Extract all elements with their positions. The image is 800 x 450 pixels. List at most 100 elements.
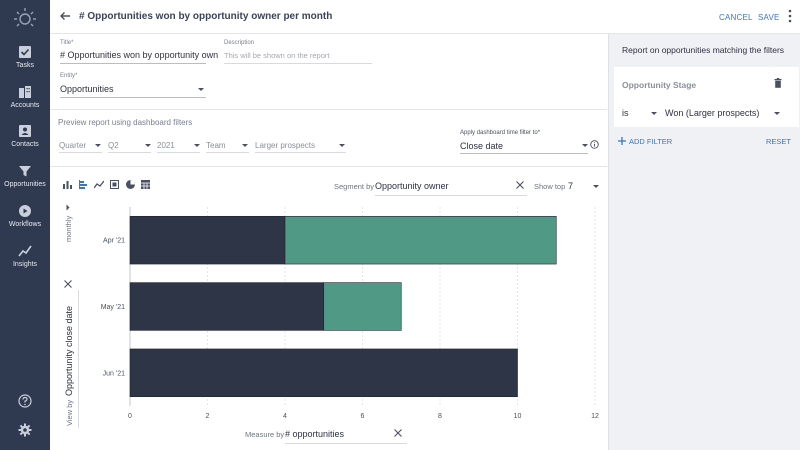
description-input-underline bbox=[224, 63, 372, 64]
close-icon[interactable] bbox=[516, 181, 524, 189]
sidebar-item-insights[interactable]: Insights bbox=[0, 244, 50, 268]
accounts-icon bbox=[19, 86, 31, 98]
x-tick-label: 10 bbox=[514, 413, 522, 420]
chevron-down-icon bbox=[145, 144, 151, 147]
y-tick-label: May '21 bbox=[101, 304, 125, 311]
entity-select-value: Opportunities bbox=[60, 84, 114, 94]
bar-chart-icon[interactable] bbox=[63, 180, 72, 189]
title-field-label: Title* bbox=[60, 40, 74, 46]
filter-operator-value: is bbox=[622, 108, 629, 118]
sidebar-item-workflows[interactable]: Workflows bbox=[0, 204, 50, 228]
measure-by-underline bbox=[285, 443, 407, 444]
sidebar-item-label: Workflows bbox=[8, 221, 42, 228]
bar bbox=[129, 282, 325, 331]
save-button[interactable]: SAVE bbox=[758, 13, 780, 22]
horizontal-bar-chart-icon[interactable] bbox=[79, 180, 88, 189]
x-tick-label: 8 bbox=[438, 413, 442, 420]
help-icon bbox=[18, 394, 32, 408]
section-divider bbox=[50, 109, 607, 110]
year-value: 2021 bbox=[157, 141, 175, 150]
entity-field-label: Entity* bbox=[60, 73, 78, 79]
back-arrow-icon[interactable] bbox=[59, 10, 71, 22]
x-tick-label: 4 bbox=[283, 413, 287, 420]
filter-value: Won (Larger prospects) bbox=[665, 108, 760, 118]
app-logo-icon[interactable] bbox=[13, 6, 37, 30]
segment-by-underline bbox=[375, 195, 527, 196]
team-underline bbox=[206, 152, 249, 153]
sidebar-item-label: Opportunities bbox=[4, 181, 46, 188]
period-type-value: Quarter bbox=[59, 141, 87, 150]
more-options-icon[interactable] bbox=[787, 9, 793, 23]
info-icon[interactable] bbox=[590, 140, 599, 149]
year-underline bbox=[157, 152, 200, 153]
chevron-down-icon bbox=[242, 144, 248, 147]
sidebar-item-contacts[interactable]: Contacts bbox=[0, 124, 50, 148]
chevron-down-icon bbox=[774, 112, 780, 115]
add-filter-label: ADD FILTER bbox=[629, 137, 673, 146]
chevron-down-icon bbox=[651, 112, 657, 115]
contacts-icon bbox=[19, 125, 31, 137]
time-filter-label: Apply dashboard time filter to* bbox=[460, 130, 541, 136]
reset-button[interactable]: RESET bbox=[766, 137, 792, 146]
sidebar-item-label: Contacts bbox=[11, 141, 39, 148]
show-top-label: Show top bbox=[534, 182, 566, 191]
line-chart-icon[interactable] bbox=[94, 180, 104, 189]
description-field-label: Description bbox=[224, 40, 255, 46]
time-filter-underline bbox=[460, 153, 588, 154]
top-bar: # Opportunities won by opportunity owner… bbox=[50, 0, 800, 34]
plus-icon bbox=[618, 137, 626, 145]
section-divider bbox=[50, 166, 607, 167]
cancel-button[interactable]: CANCEL bbox=[719, 13, 753, 22]
bar bbox=[129, 215, 286, 265]
show-top-value: 7 bbox=[568, 181, 574, 191]
view-by-underline bbox=[78, 290, 79, 428]
time-filter-value: Close date bbox=[460, 141, 504, 151]
opportunities-icon bbox=[19, 166, 31, 177]
close-icon[interactable] bbox=[394, 429, 402, 437]
filter-panel: Report on opportunities matching the fil… bbox=[608, 34, 800, 450]
gear-icon bbox=[18, 423, 32, 437]
bar bbox=[129, 348, 518, 398]
insights-icon bbox=[18, 245, 32, 257]
x-tick-label: 12 bbox=[591, 413, 599, 420]
sidebar-item-tasks[interactable]: Tasks bbox=[0, 45, 50, 69]
tasks-icon bbox=[19, 46, 31, 58]
sidebar-item-label: Accounts bbox=[10, 102, 40, 109]
chevron-down-icon bbox=[339, 144, 345, 147]
trash-icon[interactable] bbox=[774, 78, 782, 88]
number-chart-icon[interactable] bbox=[110, 180, 119, 189]
pie-chart-icon[interactable] bbox=[126, 180, 135, 189]
x-tick-label: 0 bbox=[128, 413, 132, 420]
help-button[interactable] bbox=[0, 394, 50, 408]
segment-by-label: Segment by bbox=[334, 182, 375, 191]
chevron-down-icon bbox=[198, 88, 204, 91]
measure-by-label: Measure by bbox=[245, 430, 285, 439]
period-type-underline bbox=[59, 152, 102, 153]
x-tick-label: 6 bbox=[361, 413, 365, 420]
title-input[interactable]: # Opportunities won by opportunity own bbox=[60, 50, 219, 60]
settings-button[interactable] bbox=[0, 423, 50, 437]
workflows-icon bbox=[19, 205, 31, 217]
chevron-down-icon bbox=[95, 144, 101, 147]
filter-card: Opportunity Stage is Won (Larger prospec… bbox=[614, 67, 799, 127]
sidebar-item-label: Insights bbox=[12, 261, 38, 268]
table-chart-icon[interactable] bbox=[141, 180, 150, 189]
filter-panel-title: Report on opportunities matching the fil… bbox=[622, 45, 785, 55]
segment-by-value: Opportunity owner bbox=[375, 181, 449, 191]
segment-value: Larger prospects bbox=[255, 141, 316, 150]
measure-by-value: # opportunities bbox=[285, 429, 345, 439]
title-input-underline bbox=[60, 63, 206, 64]
close-icon[interactable] bbox=[64, 280, 72, 288]
chevron-down-icon bbox=[582, 144, 588, 147]
sidebar-item-label: Tasks bbox=[16, 62, 34, 69]
y-tick-label: Apr '21 bbox=[103, 238, 125, 245]
preview-label: Preview report using dashboard filters bbox=[58, 118, 193, 127]
description-input[interactable]: This will be shown on the report bbox=[224, 51, 330, 60]
page-title: # Opportunities won by opportunity owner… bbox=[79, 11, 333, 22]
sidebar-item-accounts[interactable]: Accounts bbox=[0, 85, 50, 109]
segment-underline bbox=[255, 152, 346, 153]
filter-card-title: Opportunity Stage bbox=[622, 80, 697, 90]
sidebar-item-opportunities[interactable]: Opportunities bbox=[0, 164, 50, 188]
chevron-down-icon bbox=[194, 144, 200, 147]
